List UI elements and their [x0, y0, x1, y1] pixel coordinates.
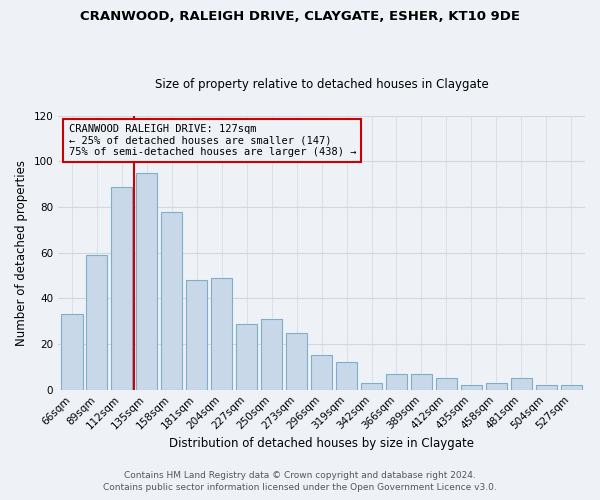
Bar [186, 280, 208, 390]
Bar [386, 374, 407, 390]
Bar [361, 383, 382, 390]
Bar [411, 374, 432, 390]
Bar [536, 385, 557, 390]
Bar [136, 173, 157, 390]
Y-axis label: Number of detached properties: Number of detached properties [15, 160, 28, 346]
Title: Size of property relative to detached houses in Claygate: Size of property relative to detached ho… [155, 78, 488, 91]
Bar [61, 314, 83, 390]
Bar [86, 255, 107, 390]
Bar [261, 319, 282, 390]
Bar [486, 383, 507, 390]
Text: CRANWOOD RALEIGH DRIVE: 127sqm
← 25% of detached houses are smaller (147)
75% of: CRANWOOD RALEIGH DRIVE: 127sqm ← 25% of … [69, 124, 356, 157]
Bar [111, 186, 133, 390]
Bar [161, 212, 182, 390]
Bar [560, 385, 582, 390]
X-axis label: Distribution of detached houses by size in Claygate: Distribution of detached houses by size … [169, 437, 474, 450]
Bar [511, 378, 532, 390]
Text: Contains HM Land Registry data © Crown copyright and database right 2024.
Contai: Contains HM Land Registry data © Crown c… [103, 471, 497, 492]
Bar [311, 356, 332, 390]
Bar [236, 324, 257, 390]
Bar [336, 362, 357, 390]
Bar [211, 278, 232, 390]
Bar [461, 385, 482, 390]
Text: CRANWOOD, RALEIGH DRIVE, CLAYGATE, ESHER, KT10 9DE: CRANWOOD, RALEIGH DRIVE, CLAYGATE, ESHER… [80, 10, 520, 23]
Bar [436, 378, 457, 390]
Bar [286, 332, 307, 390]
